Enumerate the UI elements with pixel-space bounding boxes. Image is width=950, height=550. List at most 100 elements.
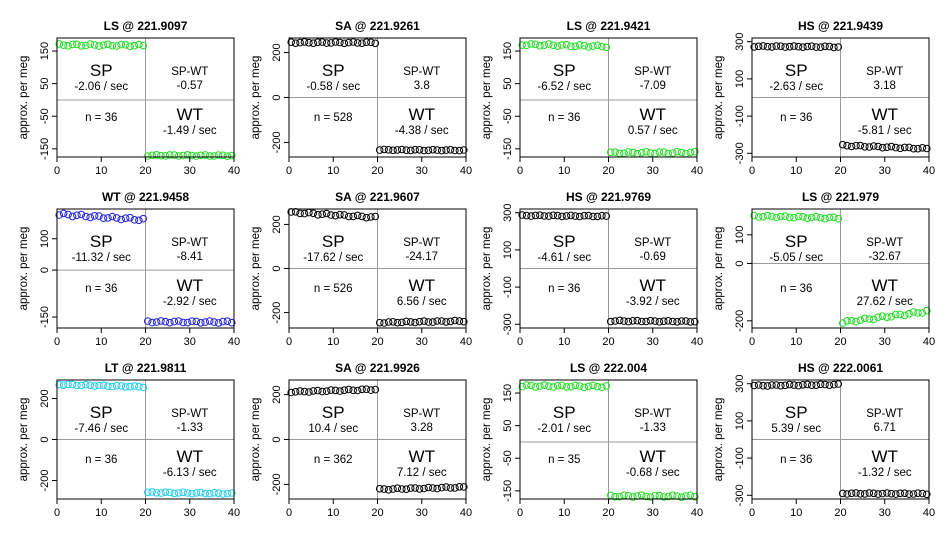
panel-10-point [340, 386, 349, 395]
panel-5-wt-rate: -2.92 / sec [163, 296, 217, 308]
panel-4-point [914, 144, 922, 153]
panel-6-point [429, 318, 437, 326]
panel-9-point [179, 488, 187, 497]
panel-5-point [64, 210, 72, 219]
panel-1-point [161, 152, 170, 160]
panel-10-point [327, 386, 335, 394]
panel-4-point [865, 143, 874, 151]
panel-10-point [389, 485, 397, 493]
panel-1-point [205, 152, 214, 160]
panel-4-point [763, 42, 772, 51]
panel-5-point [210, 318, 218, 326]
panel-5-y-tick-label: 0 [39, 267, 51, 273]
panel-10-sp-label: SP [322, 403, 345, 422]
panel-12-point [768, 381, 776, 389]
panel-8-point [803, 214, 812, 222]
panel-4-sp-rate: -2.63 / sec [769, 81, 823, 93]
panel-5-diff-value: -8.41 [177, 251, 203, 263]
panel-11-point [633, 492, 642, 500]
panel-10-point [451, 484, 459, 492]
panel-2-point [371, 39, 380, 48]
panel-7-point [598, 211, 606, 220]
panel-10-sp-rate: 10.4 / sec [308, 423, 358, 435]
panel-9-x-tick-label: 30 [184, 507, 196, 519]
panel-9-sp-wt-label: SP-WT [171, 408, 208, 420]
panel-3-point [637, 148, 646, 157]
panel-5-point [201, 318, 209, 326]
panel-8-point [750, 211, 759, 220]
panel-7-point [660, 317, 668, 326]
panel-2-wt-rate: -4.38 / sec [395, 125, 449, 137]
panel-6-point [437, 317, 446, 325]
panel-1-n-label: n = 36 [85, 112, 117, 124]
panel-3-point [620, 149, 628, 158]
panel-4-point [896, 144, 905, 153]
panel-3-n-label: n = 36 [548, 112, 580, 124]
panel-1-point [223, 152, 232, 160]
panel-4-x-tick-label: 0 [749, 165, 755, 177]
panel-1-point [77, 42, 86, 50]
panel-3-point [624, 148, 633, 156]
panel-9-n-label: n = 36 [85, 454, 117, 466]
panel-9-wt-label: WT [177, 447, 203, 466]
panel-10-point [371, 385, 380, 394]
panel-7-x-tick-label: 20 [602, 336, 614, 348]
panel-7-point [531, 211, 540, 220]
panel-4-point [905, 143, 913, 152]
panel-7-x-tick-label: 30 [647, 336, 659, 348]
panel-9-y-tick-label: -200 [39, 469, 51, 491]
panel-11-y-tick-label: 50 [502, 419, 514, 431]
panel-10-point [411, 484, 419, 492]
panel-1-y-tick-label: -150 [39, 138, 51, 160]
panel-1-point [68, 40, 77, 49]
panel-7-x-tick-label: 40 [691, 336, 703, 348]
panel-12-point [905, 490, 913, 498]
panel-3-point [682, 149, 690, 158]
panel-1-point [135, 40, 143, 49]
panel-8-point [900, 311, 909, 320]
panel-10-point [446, 484, 455, 492]
panel-12-sp-wt-label: SP-WT [866, 408, 903, 420]
panel-12-point [785, 380, 794, 389]
panel-6-title: SA @ 221.9607 [335, 190, 420, 204]
panel-9-sp-label: SP [90, 403, 113, 422]
panel-4-point [923, 144, 931, 153]
panel-11-point [655, 491, 664, 500]
panel-8-wt-label: WT [872, 276, 898, 295]
panel-2-point [451, 146, 459, 155]
panel-4-title: HS @ 221.9439 [798, 19, 883, 33]
panel-12-x-tick-label: 40 [923, 507, 935, 519]
panel-6-point [393, 318, 402, 327]
panel-1-point [183, 151, 192, 159]
panel-12-x-tick-label: 30 [879, 507, 891, 519]
panel-1-point [130, 41, 139, 50]
panel-7-point [602, 212, 611, 220]
panel-7-point [549, 211, 558, 220]
panel-9-point [112, 381, 121, 390]
panel-9-point [166, 488, 174, 497]
panel-2-point [362, 38, 371, 47]
panel-4-point [878, 143, 887, 152]
panel-6-x-tick-label: 20 [371, 336, 383, 348]
panel-12-point [874, 490, 882, 498]
panel-1-x-tick-label: 30 [184, 165, 196, 177]
panel-2-point [367, 38, 375, 47]
panel-1-x-tick-label: 0 [54, 165, 60, 177]
panel-8-point [781, 212, 790, 220]
panel-1-x-tick-label: 40 [228, 165, 240, 177]
panel-1-point [126, 42, 134, 51]
panel-9-point [104, 382, 112, 391]
panel-4-sp-wt-label: SP-WT [866, 66, 903, 78]
panel-10-point [287, 388, 296, 397]
panel-6-point [384, 318, 393, 326]
panel-12-point [914, 489, 922, 498]
panel-3-y-tick-label: -50 [502, 108, 514, 124]
panel-4-point [799, 43, 807, 52]
panel-10-point [375, 484, 384, 493]
panel-9-point [223, 489, 232, 498]
panel-1-point [121, 41, 130, 49]
panel-6-x-tick-label: 40 [460, 336, 472, 348]
panel-7-point [589, 212, 597, 221]
panel-3-sp-rate: -6.52 / sec [537, 81, 591, 93]
panel-2-point [415, 146, 424, 154]
